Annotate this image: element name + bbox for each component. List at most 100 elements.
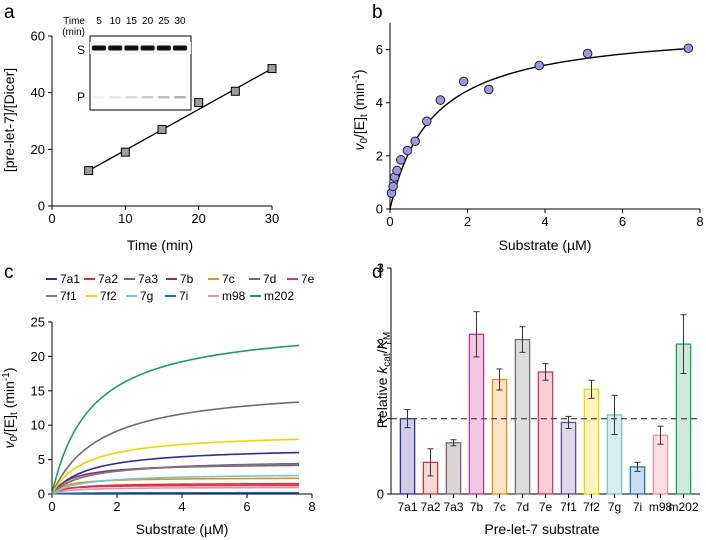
- y-tick-label: 5: [38, 452, 45, 467]
- series-line-7f2: [51, 438, 300, 495]
- gel-time-labels: 5 10 15 20 25 30: [96, 16, 186, 27]
- y-tick-label: 15: [31, 383, 45, 398]
- panel-c-ticks: 0 2 4 6 8 0 5 10 15 20 25: [31, 315, 316, 515]
- y-tick-label: 0: [38, 199, 45, 214]
- gel-time-value: 15: [126, 16, 138, 27]
- panel-c-ylabel: v0/[E]t (min-1): [1, 367, 20, 448]
- gel-substrate-bands: [92, 45, 187, 51]
- gel-time-value: 30: [174, 16, 186, 27]
- data-point: [230, 86, 240, 96]
- bar-7a3: [445, 442, 462, 495]
- x-tick-label-7a1: 7a1: [397, 500, 417, 514]
- data-point: [582, 48, 593, 59]
- panel-label-c: c: [4, 262, 14, 283]
- legend-label-7f1: 7f1: [60, 289, 77, 303]
- series-line-7e: [51, 484, 299, 495]
- x-tick-label: 20: [191, 211, 205, 226]
- legend-label-m98: m98: [222, 289, 246, 303]
- data-point: [458, 76, 469, 87]
- data-point: [84, 166, 94, 176]
- data-point: [157, 125, 167, 134]
- series-line-m98: [51, 486, 300, 495]
- data-point: [194, 98, 204, 108]
- data-point: [683, 43, 694, 54]
- bar-7c: [491, 378, 508, 495]
- panel-a-ticks: 0 10 20 30 0 20 40 60: [31, 29, 280, 227]
- y-tick-label: 2: [376, 148, 383, 163]
- y-tick-label: 3: [377, 261, 384, 276]
- x-tick-label-7f1: 7f1: [560, 500, 577, 514]
- bar-7f2: [583, 388, 600, 495]
- panel-a-points: [84, 64, 277, 176]
- data-point: [534, 60, 544, 71]
- bar-7d: [514, 338, 531, 495]
- series-line-7g: [51, 474, 300, 495]
- data-point: [435, 95, 446, 105]
- gel-substrate-band: [140, 45, 155, 51]
- data-point: [396, 155, 406, 165]
- data-point: [422, 116, 432, 127]
- panel-b-ticks: 0 2 4 6 8 0 2 4 6: [376, 42, 704, 229]
- gel-substrate-band: [108, 45, 123, 51]
- gel-substrate-band: [156, 45, 171, 51]
- michaelis-menten-fit: [389, 47, 689, 210]
- x-tick-label: 0: [48, 211, 55, 226]
- y-tick-label: 4: [376, 95, 383, 110]
- y-tick-label: 20: [31, 349, 45, 364]
- bar-7a1: [399, 418, 416, 495]
- x-tick-label-7f2: 7f2: [583, 500, 600, 514]
- y-tick-label: 10: [31, 418, 45, 433]
- series-line-7d: [51, 401, 300, 495]
- x-tick-label-7g: 7g: [608, 500, 621, 514]
- panel-a-gel-inset: Time (min) 5 10 15 20 25 30 S P: [62, 16, 192, 111]
- gel-product-band: [125, 96, 138, 99]
- x-tick-label-7a3: 7a3: [443, 500, 463, 514]
- panel-a-fit-line: [88, 68, 273, 172]
- gel-product-band: [93, 96, 105, 99]
- data-point: [484, 84, 494, 95]
- data-point: [120, 147, 130, 157]
- x-tick-label-7e: 7e: [539, 500, 553, 514]
- panel-b-points: [386, 43, 694, 198]
- legend-label-7f2: 7f2: [100, 289, 117, 303]
- gel-product-label: P: [77, 90, 85, 104]
- legend-label-7i: 7i: [179, 289, 188, 303]
- gel-substrate-label: S: [77, 43, 85, 57]
- legend-label-7a1: 7a1: [60, 272, 80, 286]
- gel-product-band: [174, 96, 186, 99]
- panel-d-xlabel: Pre-let-7 substrate: [484, 521, 599, 537]
- gel-product-band: [141, 96, 154, 99]
- panel-label-d: d: [372, 262, 383, 283]
- panel-c-xlabel: Substrate (µM): [136, 521, 229, 537]
- panel-c-series-lines: [51, 344, 300, 495]
- x-tick-label: 0: [386, 214, 393, 229]
- y-tick-label: 0: [376, 202, 383, 217]
- x-tick-label: 4: [541, 214, 548, 229]
- legend-label-7d: 7d: [263, 272, 276, 286]
- panel-a-axes: [51, 36, 272, 207]
- series-line-7a1: [51, 451, 300, 495]
- gel-band-background: [90, 42, 191, 54]
- gel-substrate-band: [173, 45, 187, 51]
- panel-b: 0 2 4 6 8 0 2 4 6 Substrate (µM) v0/[E]t (min-1): [351, 23, 704, 253]
- x-tick-label-7b: 7b: [470, 500, 484, 514]
- data-point: [267, 64, 277, 74]
- x-tick-label: 10: [118, 211, 132, 226]
- panel-d-ylabel: Relative kcat/KM: [374, 332, 393, 428]
- x-tick-label-m98: m98: [649, 500, 673, 514]
- legend-label-7a3: 7a3: [138, 272, 158, 286]
- x-tick-label: 4: [178, 499, 185, 514]
- y-tick-label: 1: [377, 411, 384, 426]
- legend-label-m202: m202: [264, 289, 294, 303]
- data-point: [388, 181, 398, 192]
- panel-b-ylabel: v0/[E]t (min-1): [351, 69, 370, 150]
- x-tick-label: 0: [48, 499, 55, 514]
- gel-time-value: 25: [158, 16, 170, 27]
- legend-label-7b: 7b: [180, 272, 194, 286]
- y-tick-label: 0: [38, 487, 45, 502]
- fit-line: [88, 68, 273, 172]
- bar-7b: [468, 333, 485, 495]
- bar-7e: [537, 371, 554, 495]
- y-tick-label: 6: [376, 42, 383, 57]
